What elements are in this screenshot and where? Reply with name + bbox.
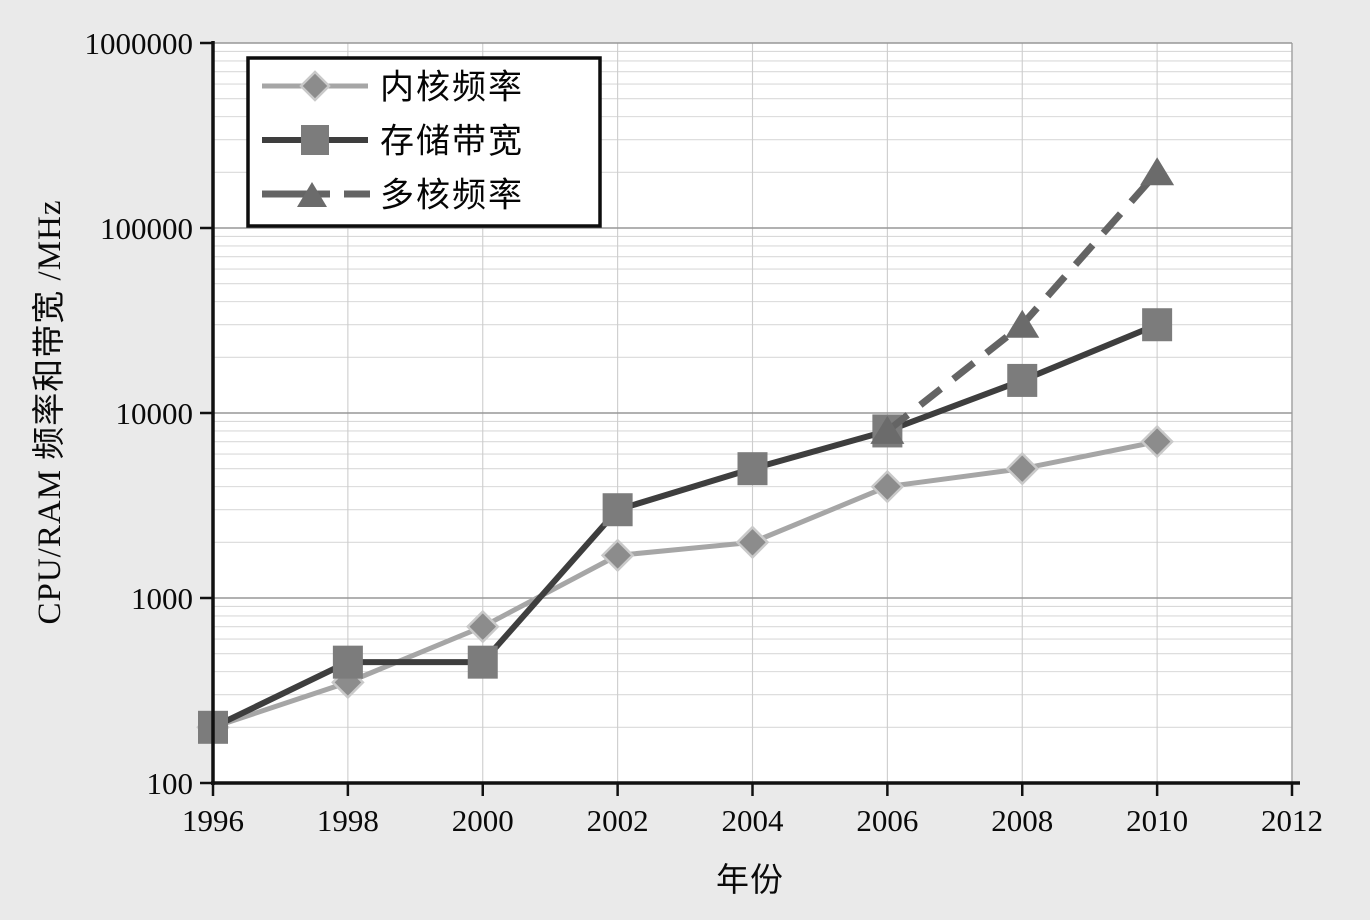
data-point <box>1140 424 1174 459</box>
legend-item-core-frequency: 内核频率 <box>262 69 524 107</box>
x-tick-label: 2002 <box>587 803 649 838</box>
data-point <box>1005 309 1040 338</box>
data-point <box>870 415 905 444</box>
data-point <box>467 645 498 679</box>
series-line <box>211 321 1159 731</box>
data-point <box>1007 363 1038 397</box>
series-multicore-frequency <box>870 157 1175 444</box>
x-tick-label: 2010 <box>1126 803 1188 838</box>
y-axis-title: CPU/RAM 频率和带宽 /MHz <box>32 199 68 625</box>
y-tick-label: 100 <box>147 766 194 801</box>
x-tick-label: 2012 <box>1261 803 1323 838</box>
x-tick-label: 1998 <box>317 803 379 838</box>
x-axis-title: 年份 <box>716 863 784 899</box>
y-tick-label: 1000 <box>131 581 193 616</box>
data-point <box>332 645 363 679</box>
legend-item-multicore-frequency: 多核频率 <box>262 177 524 215</box>
data-point <box>737 452 768 486</box>
data-point <box>1005 451 1040 486</box>
data-point <box>465 609 500 644</box>
legend-label: 内核频率 <box>380 69 524 107</box>
data-point <box>870 469 905 504</box>
y-tick-label: 1000000 <box>85 26 194 61</box>
legend-label: 多核频率 <box>380 177 524 215</box>
data-point <box>735 525 770 560</box>
x-tick-label: 2008 <box>991 803 1053 838</box>
x-tick-label: 1996 <box>182 803 244 838</box>
series-line <box>212 439 1158 730</box>
axes: 100 1000 10000 100000 1000000 1996 1998 2000 200… <box>85 26 1324 838</box>
data-point <box>602 493 633 527</box>
x-tick-label: 2004 <box>722 803 785 838</box>
data-point <box>600 538 635 573</box>
series-memory-bandwidth <box>198 308 1173 744</box>
y-tick-label: 10000 <box>116 396 194 431</box>
series-core-frequency <box>196 424 1174 745</box>
legend-item-memory-bandwidth: 存储带宽 <box>262 123 524 161</box>
data-point <box>1140 157 1175 186</box>
x-tick-label: 2006 <box>856 803 918 838</box>
y-tick-label: 100000 <box>100 211 193 246</box>
legend-label: 存储带宽 <box>380 123 524 161</box>
data-point <box>1142 308 1173 342</box>
x-tick-label: 2000 <box>452 803 514 838</box>
